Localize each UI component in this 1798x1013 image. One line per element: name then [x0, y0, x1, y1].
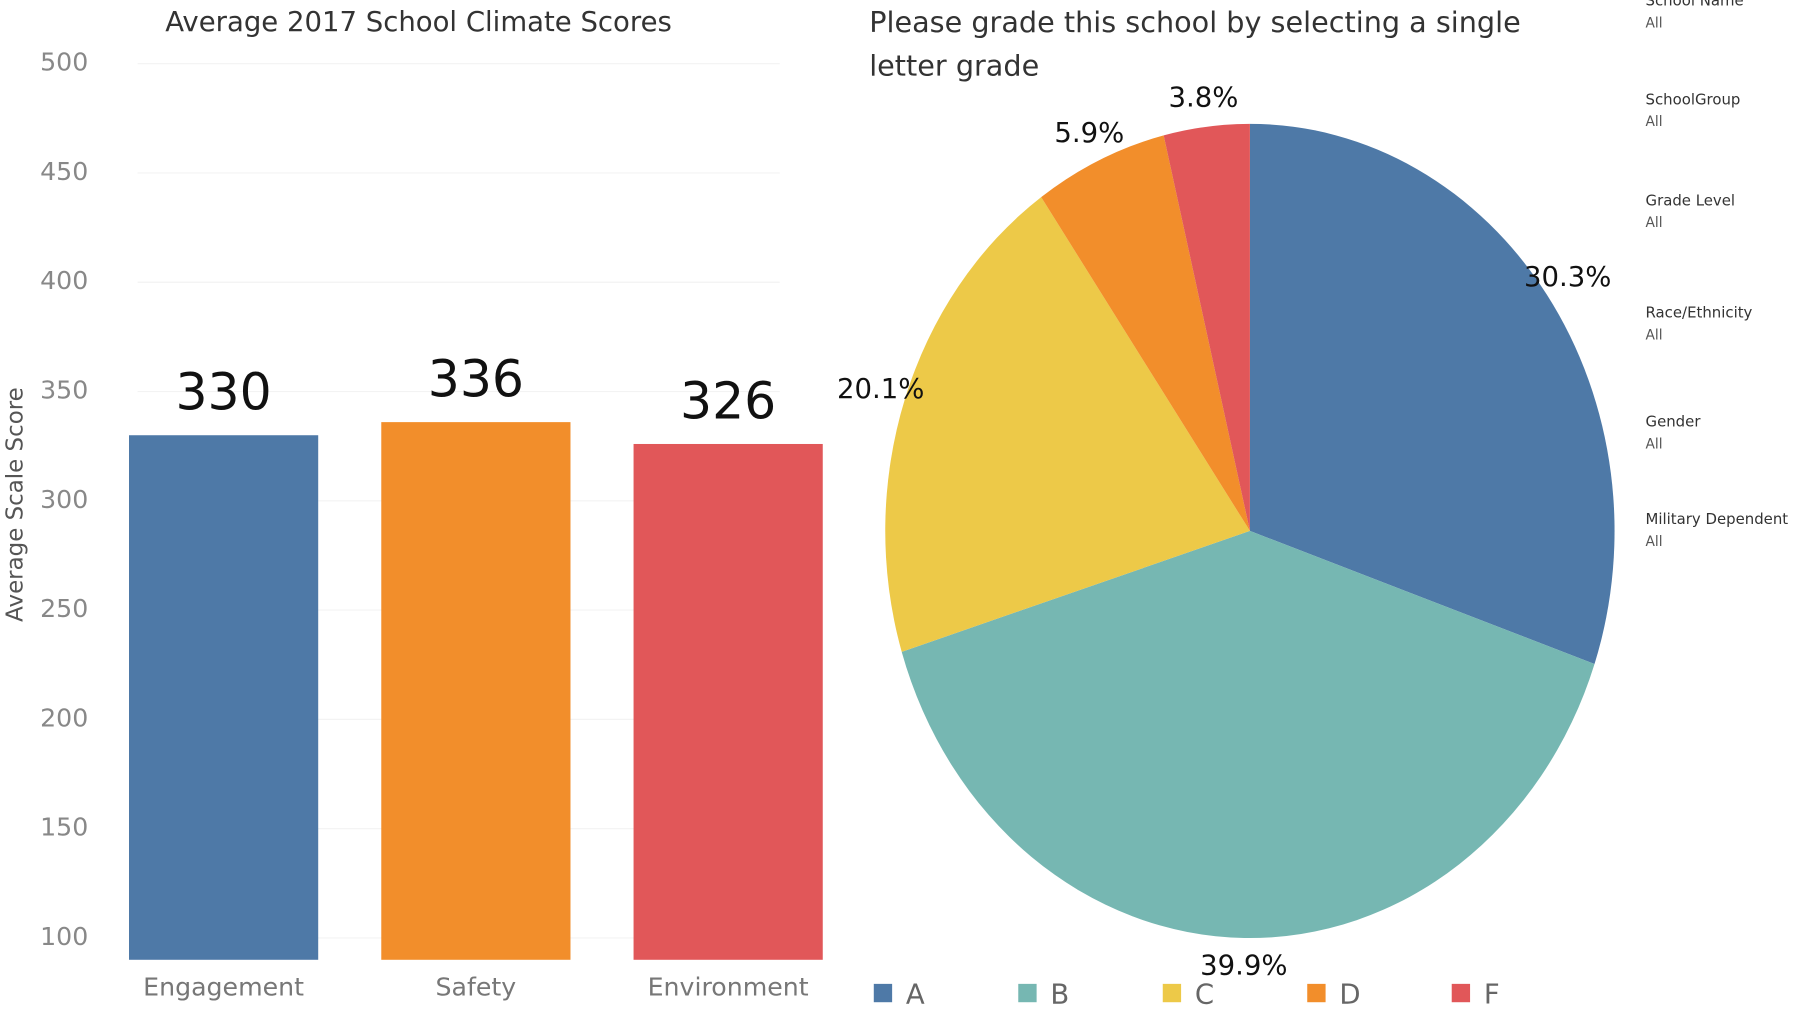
bar	[633, 443, 823, 960]
filter[interactable]: Military Dependent All	[1646, 511, 1789, 549]
legend-swatch	[1451, 983, 1471, 1003]
y-tick-label: 100	[40, 922, 88, 951]
value-label: 330	[175, 363, 271, 422]
legend-swatch	[873, 983, 893, 1003]
value-label: 326	[680, 371, 776, 430]
filter[interactable]: Grade Level All	[1646, 193, 1736, 231]
y-tick-label: 500	[40, 48, 88, 77]
filter-label: Race/Ethnicity	[1645, 305, 1753, 323]
filter-value: All	[1645, 113, 1663, 130]
filter-label: SchoolGroup	[1645, 91, 1741, 109]
pie-slice	[1041, 135, 1250, 531]
slice-label: 39.9%	[1200, 949, 1287, 981]
filter-label: Gender	[1645, 413, 1701, 432]
legend-label: F	[1484, 978, 1500, 1010]
bar	[129, 435, 319, 960]
y-axis-title: Average Scale Score	[3, 387, 29, 622]
y-tick-label: 400	[40, 266, 88, 295]
legend-label: B	[1050, 978, 1069, 1010]
bar-title: Average 2017 School Climate Scores	[165, 6, 672, 38]
filter-value: All	[1645, 533, 1663, 550]
y-tick-label: 200	[40, 703, 88, 732]
x-tick-label: Safety	[436, 972, 517, 1001]
bar	[381, 422, 571, 960]
y-tick-label: 150	[40, 813, 88, 842]
slice-label: 20.1%	[837, 373, 924, 405]
filter-label: Grade Level	[1645, 192, 1736, 210]
filter-label: School Name	[1645, 0, 1744, 11]
slice-label: 3.8%	[1168, 81, 1238, 113]
legend-label: A	[906, 978, 925, 1010]
legend-swatch	[1162, 983, 1182, 1003]
slice-label: 5.9%	[1054, 117, 1124, 149]
filter[interactable]: School Name All	[1646, 0, 1744, 31]
legend-label: D	[1339, 978, 1360, 1010]
y-tick-label: 350	[40, 376, 88, 405]
x-tick-label: Environment	[648, 972, 809, 1001]
filter[interactable]: Race/Ethnicity All	[1646, 305, 1753, 343]
filter[interactable]: SchoolGroup All	[1646, 92, 1741, 130]
legend-swatch	[1018, 983, 1037, 1003]
filter-value: All	[1645, 435, 1663, 452]
y-tick-label: 250	[40, 594, 88, 623]
filter-value: All	[1645, 14, 1663, 31]
pie-slice	[885, 197, 1250, 652]
pie-slice	[901, 530, 1595, 939]
legend-swatch	[1307, 983, 1326, 1003]
y-tick-label: 450	[40, 157, 88, 186]
pie-slice	[1163, 123, 1250, 531]
x-tick-label: Engagement	[143, 972, 304, 1001]
filter-value: All	[1645, 326, 1663, 343]
slice-label: 30.3%	[1524, 261, 1611, 293]
filter-label: Military Dependent	[1645, 511, 1789, 529]
legend-label: C	[1195, 978, 1214, 1010]
filter-value: All	[1645, 214, 1663, 231]
pie-title: Please grade this school by selecting a …	[869, 5, 1521, 83]
value-label: 336	[428, 350, 524, 409]
y-tick-label: 300	[40, 485, 88, 514]
filter[interactable]: Gender All	[1646, 414, 1701, 452]
pie-slice	[1249, 123, 1615, 664]
